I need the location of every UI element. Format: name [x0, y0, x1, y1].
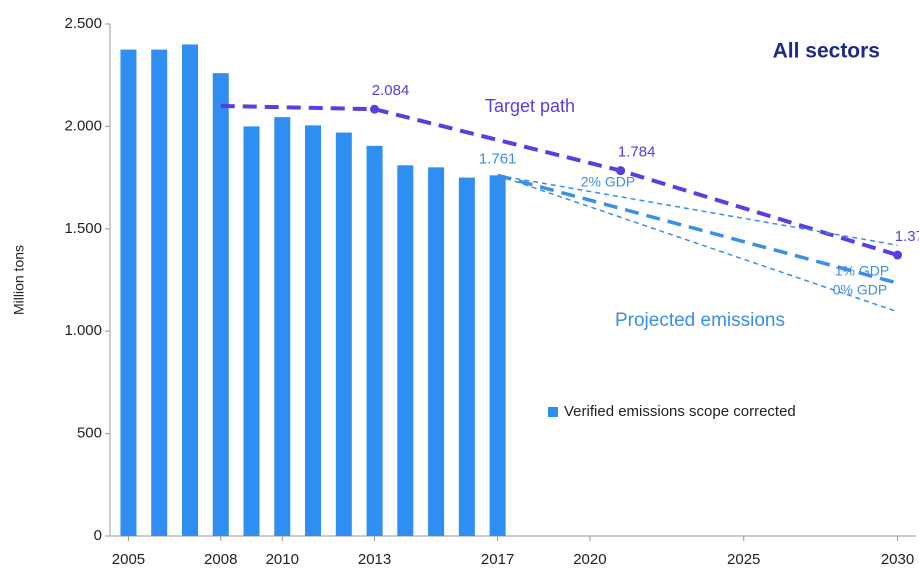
- value-label: 2.084: [372, 82, 410, 99]
- point: [893, 250, 903, 260]
- series-label: Target path: [485, 96, 575, 116]
- value-label: 1.761: [479, 150, 517, 167]
- y-tick-label: 1.000: [64, 322, 102, 339]
- bar: [428, 167, 445, 537]
- bar: [305, 125, 322, 536]
- x-tick-label: 2017: [481, 551, 514, 568]
- bar: [458, 177, 475, 536]
- line: [497, 174, 898, 246]
- line: [497, 173, 898, 285]
- line: [497, 174, 898, 313]
- x-tick-label: 2025: [727, 551, 760, 568]
- value-label: 1.784: [618, 144, 656, 161]
- bar: [335, 132, 352, 536]
- line: [220, 103, 899, 257]
- point: [616, 166, 626, 176]
- annotation: Projected emissions: [615, 310, 785, 331]
- x-tick-label: 2010: [266, 551, 299, 568]
- y-tick-label: 500: [77, 425, 102, 442]
- bar: [397, 165, 414, 536]
- legend-swatch: [548, 407, 558, 417]
- bar: [151, 49, 168, 536]
- x-tick-label: 2020: [573, 551, 606, 568]
- y-tick-label: 0: [94, 527, 102, 544]
- y-tick-label: 2.500: [64, 15, 102, 32]
- bar: [489, 175, 506, 536]
- bar: [274, 117, 291, 537]
- x-tick-label: 2008: [204, 551, 237, 568]
- series-label: 1% GDP: [835, 263, 889, 279]
- bar: [366, 145, 383, 536]
- bar: [181, 44, 198, 536]
- bar: [243, 126, 260, 537]
- y-tick-label: 1.500: [64, 220, 102, 237]
- series-label: 2% GDP: [581, 174, 635, 190]
- series-label: 0% GDP: [833, 282, 887, 298]
- legend-label: Verified emissions scope corrected: [564, 403, 796, 420]
- chart-title: All sectors: [773, 40, 880, 63]
- bar: [212, 73, 229, 536]
- y-tick-label: 2.000: [64, 117, 102, 134]
- value-label: 1.372: [895, 228, 919, 245]
- point: [370, 104, 380, 114]
- x-tick-label: 2005: [112, 551, 145, 568]
- y-axis-label: Million tons: [11, 245, 27, 315]
- x-tick-label: 2013: [358, 551, 391, 568]
- bar: [120, 49, 137, 536]
- x-tick-label: 2030: [881, 551, 914, 568]
